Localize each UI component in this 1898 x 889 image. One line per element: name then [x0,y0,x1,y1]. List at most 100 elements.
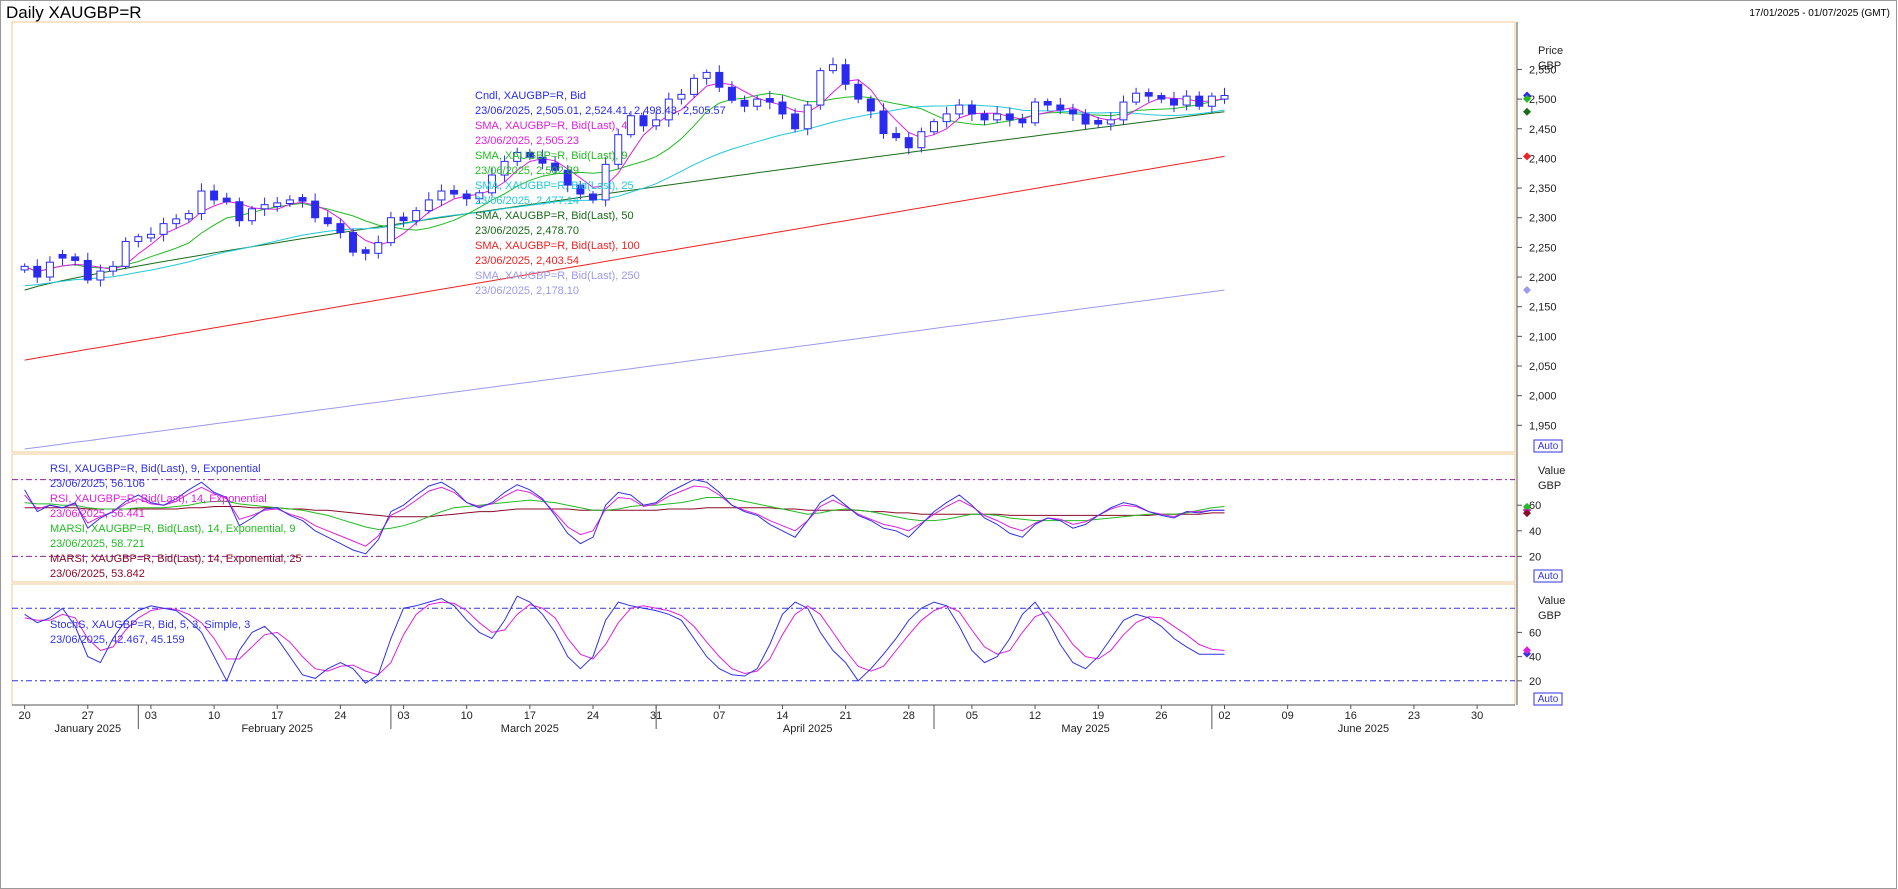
candle-body [639,115,648,127]
candle-body [146,233,155,239]
candle-body [475,192,484,200]
legend-line: MARSI, XAUGBP=R, Bid(Last), 14, Exponent… [50,523,295,535]
candle-body [677,93,686,100]
candle-body [172,218,181,225]
candle-body [71,256,80,261]
panel-border [11,21,1516,453]
candle-body [1106,119,1115,125]
candle-body [96,270,105,281]
candle-body [361,249,370,254]
candle-body [702,71,711,79]
candle-body [841,64,850,85]
candle-body [1081,113,1090,125]
legend-line: 23/06/2025, 42.467, 45.159 [50,634,185,646]
marsi9-marker [1523,502,1531,511]
price-tick-label: 2,400 [1529,153,1557,165]
candle-body [1005,113,1014,121]
candle-body [614,134,623,165]
candle-body [778,101,787,115]
x-day-label: 21 [839,710,851,722]
candle-body [967,104,976,115]
candle-body [690,77,699,95]
candle-body [525,151,534,158]
x-day-label: 30 [1471,710,1483,722]
candle-body [1043,100,1052,106]
price-tick-label: 2,250 [1529,242,1557,254]
legend-line: 23/06/2025, 53.842 [50,568,145,580]
candle-body [942,113,951,123]
price-tick-label: 2,550 [1529,64,1557,76]
legend-line: SMA, XAUGBP=R, Bid(Last), 50 [475,210,634,222]
sma100-line [24,155,1225,361]
x-day-label: 16 [1345,710,1357,722]
candle-body [349,232,358,253]
candle-body [386,217,395,244]
rsi9-line [24,479,1225,555]
candle-body [1018,118,1027,124]
candle-body [803,104,812,130]
candle-body [601,163,610,201]
candle-body [437,190,446,201]
candle-body [993,113,1002,121]
x-month-label: April 2025 [783,723,833,735]
legend-line: SMA, XAUGBP=R, Bid(Last), 100 [475,240,640,252]
price-tick-label: 2,500 [1529,94,1557,106]
x-axis: 20 27 03 10 17 24 03 10 17 24 31 07 14 21 28 05 12 19 26 02… [12,704,1515,735]
sma9-marker [1523,94,1531,103]
x-day-label: 17 [524,710,536,722]
legend-line: SMA, XAUGBP=R, Bid(Last), 250 [475,270,640,282]
candle-body [1169,98,1178,106]
legend-line: 23/06/2025, 2,403.54 [475,255,579,267]
x-month-label: February 2025 [241,723,313,735]
candle-body [323,217,332,225]
candle-body [866,98,875,112]
candle-body [399,216,408,222]
price-tick-label: 2,000 [1529,391,1557,403]
panel-border [11,583,1516,706]
date-range: 17/01/2025 - 01/07/2025 (GMT) [1749,8,1890,19]
rsi14-line [24,485,1225,547]
sma250-marker [1523,286,1531,295]
price-panel[interactable]: 1,950 2,000 2,050 2,100 2,150 2,200 2,250 2,300… [20,45,1563,453]
candle-body [753,98,762,107]
candle-body [45,261,54,278]
stoch-tick-label: 40 [1529,652,1541,664]
price-tick-label: 2,200 [1529,272,1557,284]
candle-body [1195,95,1204,107]
candle-body [930,121,939,133]
x-day-label: 07 [713,710,725,722]
stoch-k-line [24,595,1225,684]
candle-body [260,204,269,210]
legends: Cndl, XAUGBP=R, Bid 23/06/2025, 2,505.01,… [50,90,726,646]
stoch-axis-label: Value [1538,595,1565,607]
legend-line: SMA, XAUGBP=R, Bid(Last), 9 [475,150,628,162]
rsi-panel[interactable]: 20 40 60 Value GBP Auto [12,465,1565,583]
sma4-line [24,79,1225,273]
x-day-label: 24 [334,710,346,722]
sma50-line [24,111,1225,291]
rsi-axis-unit: GBP [1538,480,1561,492]
legend-line: SMA, XAUGBP=R, Bid(Last), 25 [475,180,634,192]
candle-body [715,71,724,88]
x-day-label: 03 [397,710,409,722]
price-axis-label: Price [1538,45,1563,57]
x-month-label: June 2025 [1338,723,1389,735]
legend-line: 23/06/2025, 2,505.01, 2,524.41, 2,498.43… [475,105,726,117]
candle-body [159,223,168,235]
legend-line: 23/06/2025, 2,178.10 [475,285,579,297]
marsi25-marker [1523,509,1531,518]
price-tick-label: 2,350 [1529,183,1557,195]
stoch-tick-label: 60 [1529,627,1541,639]
legend-line: 23/06/2025, 2,477.14 [475,195,579,207]
candle-body [184,213,193,220]
candle-body [955,104,964,115]
candle-body [816,70,825,106]
auto-label: Auto [1538,571,1559,582]
candle-body [109,265,118,272]
x-day-label: 28 [903,710,915,722]
stoch-panel[interactable]: 20 40 60 Value GBP Auto [12,595,1565,706]
stoch-d-line [24,601,1225,676]
x-day-label: 27 [82,710,94,722]
